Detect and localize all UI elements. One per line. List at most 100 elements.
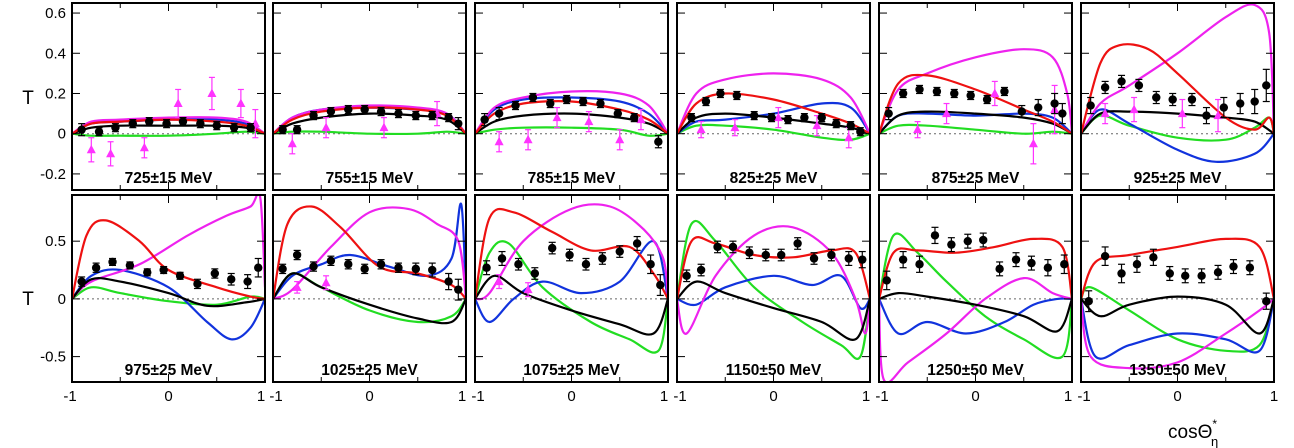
magenta-triangle-point bbox=[494, 276, 504, 286]
magenta-triangle-point bbox=[942, 108, 952, 118]
data-point bbox=[1245, 263, 1255, 272]
magenta-triangle-point bbox=[379, 122, 389, 132]
x-tick-label: 1 bbox=[458, 388, 466, 405]
data-point bbox=[548, 243, 557, 253]
curve-black bbox=[475, 112, 668, 135]
data-point bbox=[800, 113, 809, 122]
panel-energy-label: 1250±50 MeV bbox=[927, 362, 1024, 379]
data-point bbox=[480, 115, 489, 124]
magenta-triangle-point bbox=[1028, 138, 1038, 148]
data-point bbox=[656, 280, 665, 290]
data-point bbox=[846, 121, 855, 130]
panel-frame bbox=[878, 194, 1073, 383]
data-point bbox=[159, 265, 168, 275]
panel-energy-label: 785±15 MeV bbox=[528, 170, 616, 187]
magenta-triangle-point bbox=[106, 148, 116, 158]
data-point bbox=[344, 260, 353, 269]
data-point bbox=[930, 231, 940, 240]
data-point bbox=[278, 264, 287, 274]
curve-magenta bbox=[1081, 3, 1274, 135]
data-point bbox=[950, 89, 959, 98]
data-point bbox=[947, 240, 956, 249]
data-point bbox=[728, 242, 738, 252]
data-point bbox=[309, 262, 318, 271]
curve-black bbox=[879, 291, 1072, 333]
data-point bbox=[1165, 269, 1174, 278]
magenta-triangle-point bbox=[552, 112, 562, 122]
data-point bbox=[1117, 269, 1126, 278]
data-point bbox=[411, 264, 421, 274]
data-point bbox=[514, 260, 523, 269]
y-tick-label: 0.6 bbox=[45, 5, 66, 22]
data-point bbox=[193, 279, 202, 289]
curve-magenta bbox=[677, 72, 870, 135]
data-point bbox=[783, 115, 793, 124]
data-point bbox=[1229, 262, 1238, 271]
data-point bbox=[884, 109, 893, 118]
data-point bbox=[1017, 107, 1027, 116]
curve-green bbox=[475, 126, 668, 137]
data-point bbox=[882, 276, 891, 285]
curve-red bbox=[475, 100, 668, 135]
magenta-triangle-point bbox=[615, 134, 625, 144]
curve-green bbox=[72, 130, 265, 137]
data-point bbox=[1011, 255, 1021, 264]
magenta-triangle-point bbox=[207, 88, 217, 97]
curve-magenta bbox=[879, 48, 1072, 135]
panel-energy-label: 755±15 MeV bbox=[326, 170, 414, 187]
panel-7: 975±25 MeV -0.5 0 0.5 -1 0 1 bbox=[40, 194, 266, 405]
data-point bbox=[394, 263, 403, 272]
magenta-triangle-point bbox=[730, 122, 740, 132]
data-point bbox=[1202, 111, 1211, 120]
data-point bbox=[1187, 95, 1197, 104]
data-point bbox=[227, 275, 236, 284]
curve-black bbox=[72, 277, 265, 308]
curves-group bbox=[475, 90, 668, 137]
y-tick-label: -0.5 bbox=[40, 349, 66, 366]
data-point bbox=[530, 269, 540, 278]
x-axis-label-sub: η bbox=[1211, 434, 1218, 448]
panel-12: 1350±50 MeV -1 0 1 bbox=[1077, 194, 1278, 405]
x-axis-label: cosΘ* η bbox=[1168, 417, 1218, 448]
curve-black bbox=[879, 110, 1072, 135]
data-point bbox=[128, 119, 137, 128]
data-point bbox=[1134, 81, 1144, 90]
data-point bbox=[817, 113, 826, 122]
data-point bbox=[761, 250, 770, 260]
panel-frame bbox=[474, 194, 669, 383]
curve-green bbox=[1081, 286, 1274, 353]
data-point bbox=[77, 125, 86, 134]
data-point bbox=[162, 119, 171, 128]
curves-group bbox=[1081, 3, 1274, 163]
data-point bbox=[745, 248, 754, 257]
curve-magenta bbox=[475, 90, 668, 135]
panel-energy-label: 825±25 MeV bbox=[730, 170, 818, 187]
y-tick-label: -0.2 bbox=[40, 166, 66, 183]
curve-black bbox=[475, 274, 668, 336]
data-point bbox=[360, 105, 369, 114]
y-tick-label: 0.2 bbox=[45, 85, 66, 102]
data-point bbox=[630, 113, 639, 122]
curve-blue bbox=[475, 240, 668, 324]
data-point bbox=[598, 254, 607, 263]
data-point bbox=[565, 250, 574, 260]
curve-blue bbox=[273, 202, 466, 300]
magenta-triangle-point bbox=[584, 116, 594, 126]
data-point bbox=[995, 264, 1004, 274]
x-tick-label: -1 bbox=[673, 388, 686, 405]
data-point bbox=[108, 257, 117, 267]
curves-group bbox=[879, 48, 1072, 135]
magenta-triangle-point bbox=[494, 136, 504, 146]
panel-9: 1075±25 MeV -1 0 1 bbox=[471, 194, 669, 405]
data-point bbox=[1168, 95, 1177, 104]
panels-group: 725±15 MeV -0.2 0 0.2 0.4 0.6 755±15 MeV 785±15… bbox=[40, 2, 1278, 405]
data-point bbox=[444, 113, 453, 122]
magenta-triangle-point bbox=[86, 144, 96, 154]
magenta-triangle-point bbox=[1100, 108, 1110, 118]
data-point bbox=[682, 271, 691, 281]
curve-blue bbox=[1081, 298, 1274, 360]
data-point bbox=[1100, 251, 1110, 261]
magenta-triangle-point bbox=[1177, 108, 1187, 118]
data-point bbox=[1050, 99, 1059, 108]
data-point bbox=[175, 271, 185, 281]
